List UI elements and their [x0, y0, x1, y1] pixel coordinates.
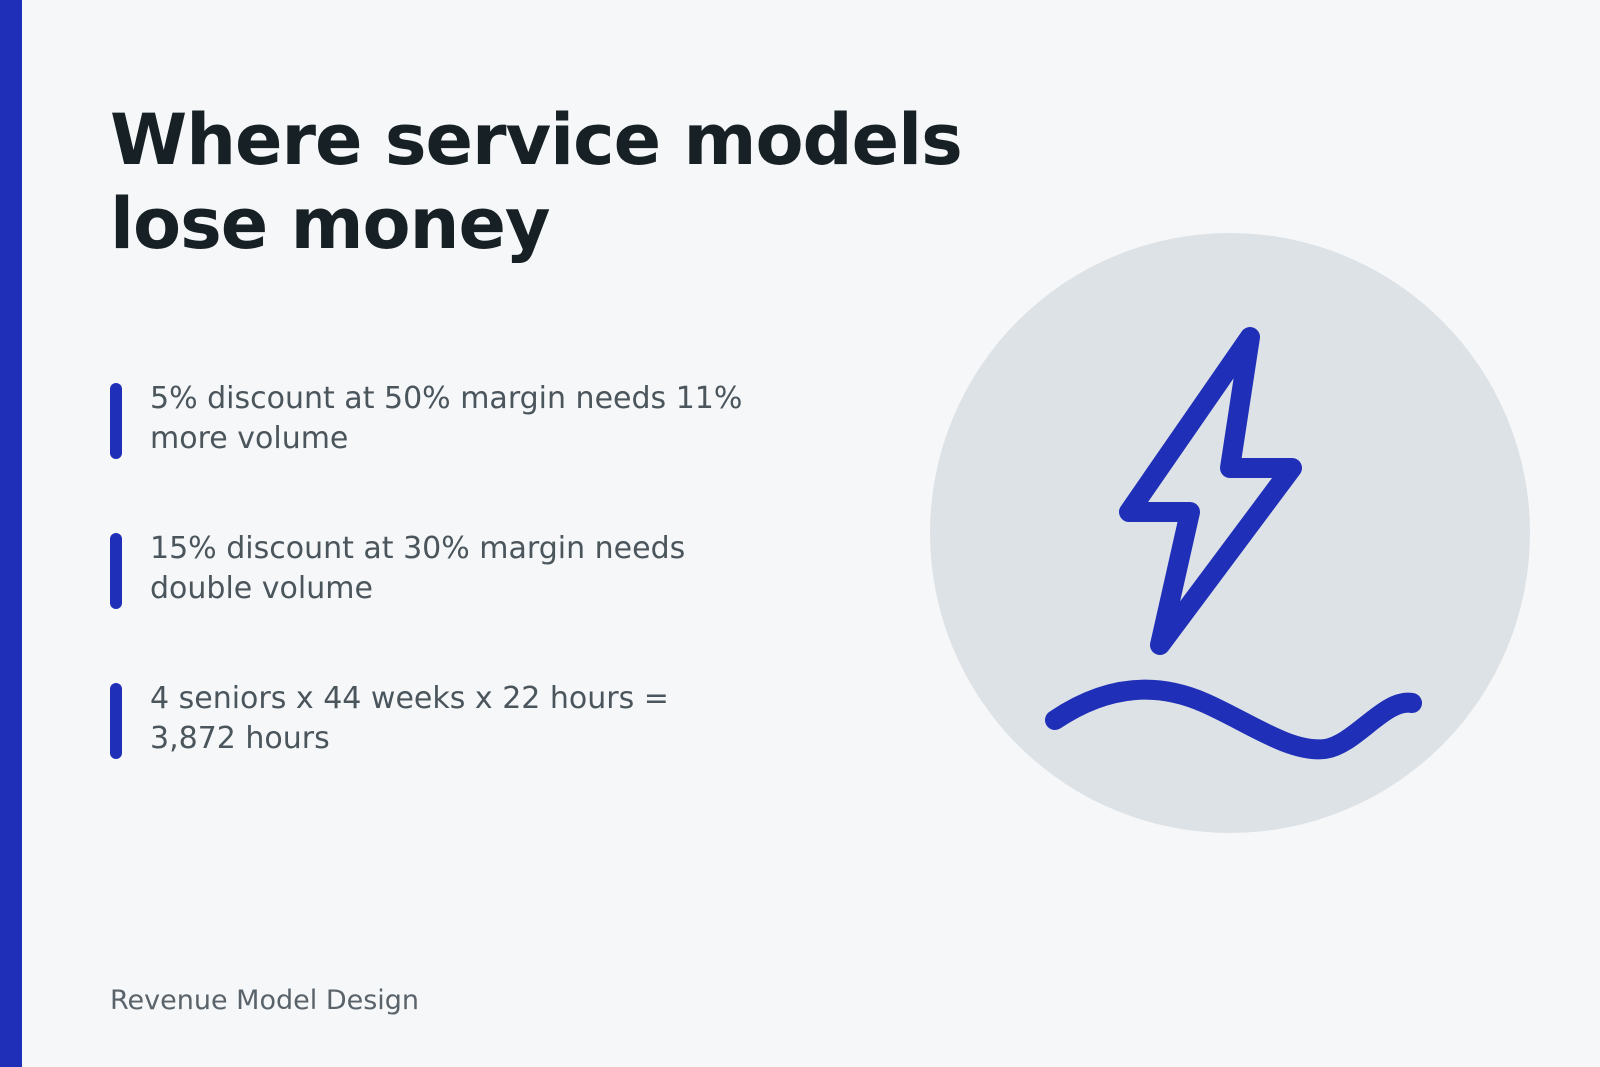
bullet-marker [110, 383, 122, 459]
bullet-text: 5% discount at 50% margin needs 11% more… [150, 381, 743, 456]
bullet-text: 4 seniors x 44 weeks x 22 hours = 3,872 … [150, 681, 669, 756]
lightning-bolt-icon [1119, 327, 1302, 655]
bullet-item: 5% discount at 50% margin needs 11% more… [110, 379, 750, 459]
bullet-item: 4 seniors x 44 weeks x 22 hours = 3,872 … [110, 679, 750, 759]
bullet-item: 15% discount at 30% margin needs double … [110, 529, 750, 609]
footer-label: Revenue Model Design [110, 985, 420, 1016]
lightning-illustration [930, 233, 1530, 833]
bullet-marker [110, 533, 122, 609]
slide-title: Where service models lose money [110, 99, 963, 265]
bullet-text: 15% discount at 30% margin needs double … [150, 531, 686, 606]
bullet-marker [110, 683, 122, 759]
left-accent-bar [0, 0, 22, 1067]
illustration-circle [930, 233, 1530, 833]
wave-icon [1045, 679, 1422, 760]
